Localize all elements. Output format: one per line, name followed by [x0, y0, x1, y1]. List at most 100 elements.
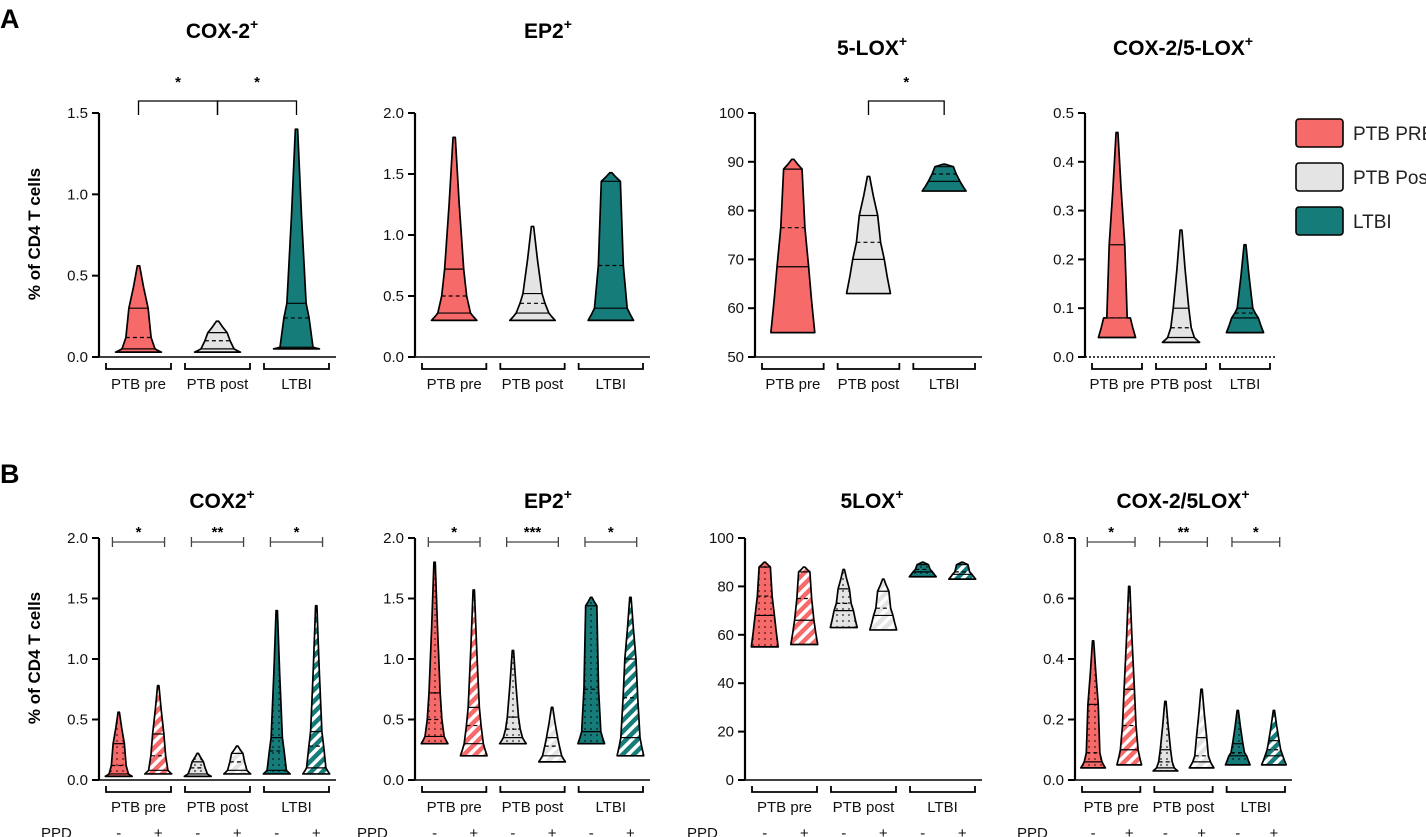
legend: PTB PRE PTB Post LTBI	[1295, 118, 1426, 236]
chart-4-cox-2-5-lox: COX-2/5-LOX+ 0.0 0.1 0.2 0.3 0.4 0.5 PTB pre PTB…	[1053, 33, 1277, 393]
violin-ltbi-ppd-neg	[262, 609, 292, 775]
violin-ptb-pre-ppd-pos	[789, 566, 819, 646]
x-group-bracket	[421, 786, 488, 793]
x-group-bracket	[1091, 363, 1143, 370]
significance-label: ***	[524, 524, 542, 541]
violin-ptb-post	[193, 320, 242, 353]
panel-letter-a: A	[0, 4, 20, 34]
y-tick-label: 0.2	[1053, 251, 1074, 268]
ppd-pos-label: +	[800, 825, 809, 837]
x-group-label: PTB post	[502, 799, 565, 816]
violin-ptb-post-ppd-neg	[829, 568, 859, 629]
ppd-axis-label: PPD	[357, 825, 388, 837]
y-tick-label: 40	[717, 675, 734, 692]
y-tick-label: 0.5	[383, 288, 404, 305]
y-tick-label: 0.4	[1053, 154, 1074, 171]
ppd-axis-label: PPD	[1017, 825, 1048, 837]
chart-title: EP2+	[524, 16, 572, 43]
ppd-neg-label: -	[841, 825, 846, 837]
x-group-bracket	[909, 786, 976, 793]
ppd-pos-label: +	[1125, 825, 1134, 837]
significance-label: **	[212, 524, 224, 541]
y-tick-label: 0.0	[383, 772, 404, 789]
ppd-pos-label: +	[1270, 825, 1279, 837]
ppd-neg-label: -	[274, 825, 279, 837]
y-tick-label: 80	[727, 203, 744, 220]
chart-title: COX-2+	[186, 16, 258, 43]
x-group-bracket	[830, 786, 897, 793]
x-group-label: PTB post	[1150, 376, 1213, 393]
chart-title: COX2+	[189, 486, 254, 513]
x-group-bracket	[1225, 786, 1286, 793]
violin-ptb-post-ppd-pos	[537, 706, 567, 763]
x-group-label: PTB post	[833, 799, 896, 816]
x-group-label: LTBI	[281, 799, 312, 816]
ppd-neg-label: -	[762, 825, 767, 837]
chart-title: EP2+	[524, 486, 572, 513]
y-tick-label: 60	[727, 300, 744, 317]
ppd-neg-label: -	[116, 825, 121, 837]
x-group-label: PTB post	[1153, 799, 1216, 816]
y-tick-label: 0.4	[1043, 651, 1064, 668]
panel-letter-b: B	[0, 459, 20, 489]
x-group-bracket	[421, 363, 488, 370]
violin-ptb-pre-ppd-pos	[1116, 585, 1143, 766]
ppd-axis-label: PPD	[687, 825, 718, 837]
legend-swatch-ltbi	[1295, 206, 1344, 236]
chart-6-ep2: EP2+ 0.0 0.5 1.0 1.5 2.0 PTB pre - + PTB post - + LT…	[357, 486, 650, 837]
y-tick-label: 1.0	[383, 651, 404, 668]
x-group-label: PTB pre	[757, 799, 812, 816]
ppd-neg-label: -	[1235, 825, 1240, 837]
violin-ptb-post-ppd-neg	[183, 752, 213, 778]
ppd-pos-label: +	[548, 825, 557, 837]
y-tick-label: 2.0	[383, 530, 404, 547]
ppd-axis-label: PPD	[41, 825, 72, 837]
x-group-bracket	[836, 363, 901, 370]
y-tick-label: 0.2	[1043, 712, 1064, 729]
y-tick-label: 0.8	[1043, 530, 1064, 547]
x-group-label: PTB post	[187, 799, 250, 816]
significance-label: *	[136, 524, 142, 541]
violin-ptb-pre-ppd-pos	[143, 684, 173, 775]
ppd-neg-label: -	[589, 825, 594, 837]
significance-label: **	[1178, 524, 1190, 541]
violin-ptb-post-ppd-neg	[1152, 700, 1179, 772]
violin-ltbi	[921, 163, 967, 192]
x-group-label: LTBI	[281, 376, 312, 393]
y-axis-label-a: % of CD4 T cells	[25, 168, 44, 300]
y-tick-label: 0.0	[383, 349, 404, 366]
y-tick-label: 0.5	[67, 268, 88, 285]
x-group-bracket	[751, 786, 818, 793]
violin-ptb-post	[845, 175, 892, 295]
significance-label: *	[1253, 524, 1259, 541]
chart-8-cox-2-5lox: COX-2/5LOX+ 0.0 0.2 0.4 0.6 0.8 PTB pre - + PTB p…	[1017, 486, 1292, 837]
violin-ltbi-ppd-pos	[947, 561, 977, 580]
ppd-pos-label: +	[1197, 825, 1206, 837]
chart-title: COX-2/5LOX+	[1116, 486, 1249, 513]
ppd-neg-label: -	[510, 825, 515, 837]
x-group-bracket	[499, 786, 566, 793]
x-group-bracket	[105, 786, 172, 793]
legend-label-ptb-pre: PTB PRE	[1353, 124, 1426, 145]
significance-label: *	[254, 74, 260, 91]
y-tick-label: 90	[727, 154, 744, 171]
violin-ltbi	[272, 128, 321, 350]
y-tick-label: 0.5	[383, 712, 404, 729]
significance-label: *	[903, 74, 909, 91]
significance-label: *	[175, 74, 181, 91]
violin-ptb-post	[1161, 229, 1201, 344]
violin-ltbi	[587, 171, 635, 322]
legend-label-ptb-post: PTB Post	[1353, 168, 1426, 189]
y-tick-label: 100	[719, 105, 744, 122]
y-axis-label-b: % of CD4 T cells	[25, 592, 44, 724]
y-tick-label: 1.5	[383, 591, 404, 608]
violin-ptb-post-ppd-pos	[868, 578, 898, 631]
ppd-pos-label: +	[154, 825, 163, 837]
x-group-bracket	[105, 363, 172, 370]
chart-1-cox-2: COX-2+ 0.0 0.5 1.0 1.5 PTB pre PTB post LTBI * *	[67, 16, 336, 393]
violin-ltbi-ppd-pos	[616, 596, 645, 757]
violin-ltbi-ppd-neg	[1224, 709, 1251, 766]
significance-bracket	[137, 100, 219, 115]
y-tick-label: 70	[727, 251, 744, 268]
